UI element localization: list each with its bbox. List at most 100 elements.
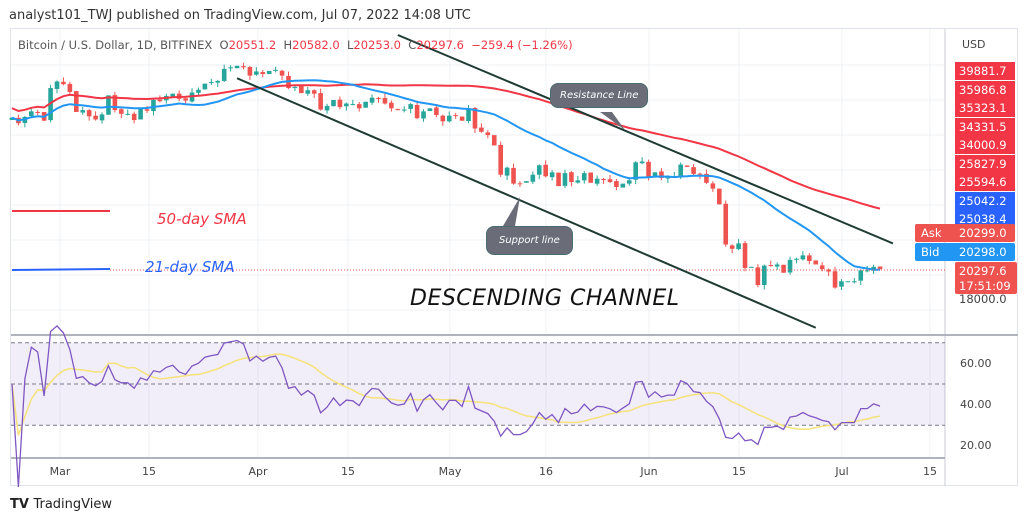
date-tick: 15: [142, 465, 156, 478]
candle-body: [562, 173, 568, 186]
bid-label: Bid: [921, 245, 940, 259]
candle-body: [382, 97, 388, 104]
rsi-tick-40: 40.00: [960, 398, 992, 411]
high-label: H: [283, 38, 293, 52]
candle-body: [491, 135, 497, 146]
candle-body: [794, 258, 799, 260]
support-callout[interactable]: Support line: [486, 226, 573, 255]
candle-body: [241, 66, 246, 68]
date-tick: 15: [341, 465, 355, 478]
candle-body: [646, 161, 651, 178]
candle-body: [112, 95, 118, 111]
tradingview-logo[interactable]: 𝗧𝗩 TradingView: [10, 497, 112, 512]
bid-tag: Bid 20298.0: [915, 243, 1015, 261]
candle-body: [215, 80, 221, 83]
candle-body: [35, 111, 41, 113]
candle-body: [337, 99, 343, 108]
candle-body: [414, 105, 420, 119]
candle-body: [697, 173, 703, 175]
candle-body: [151, 100, 156, 112]
candle-body: [607, 179, 613, 182]
candle-body: [170, 93, 176, 97]
candle-body: [74, 91, 79, 112]
price-axis-label: 34331.5: [955, 117, 1015, 136]
candle-body: [440, 115, 446, 122]
candle-body: [369, 97, 375, 103]
candle-body: [781, 264, 786, 273]
candle-body: [472, 108, 478, 129]
candle-body: [28, 111, 34, 117]
candle-body: [138, 108, 143, 120]
support-callout-pointer: [503, 197, 520, 226]
candle-body: [434, 107, 439, 116]
tv-logo-icon: 𝗧𝗩: [10, 497, 34, 512]
candle-body: [704, 173, 709, 183]
close-value: 20297.6: [416, 38, 464, 52]
candle-body: [614, 181, 619, 187]
candle-body: [221, 68, 227, 81]
candle-body: [209, 82, 214, 84]
candle-body: [839, 281, 844, 287]
date-tick: Jul: [835, 465, 849, 478]
candle-body: [819, 265, 825, 270]
candle-body: [517, 183, 523, 185]
sma50-annotation: 50-day SMA: [157, 210, 247, 228]
candle-body: [54, 81, 60, 89]
candle-body: [569, 172, 574, 182]
candle-body: [266, 70, 272, 75]
price-axis-label: 39881.7: [955, 62, 1015, 80]
candle-body: [80, 110, 86, 113]
candle-body: [479, 127, 484, 132]
candle-body: [376, 97, 381, 99]
candle-body: [530, 174, 536, 182]
price-axis-label: 25042.2: [955, 191, 1015, 210]
candle-body: [453, 115, 458, 117]
candle-body: [427, 108, 433, 112]
candle-body: [845, 281, 851, 283]
symbol-legend: Bitcoin / U.S. Dollar, 1D, BITFINEX O205…: [18, 38, 573, 52]
candle-body: [813, 260, 819, 265]
resistance-callout[interactable]: Resistance Line: [550, 83, 649, 108]
candle-body: [768, 265, 774, 267]
price-axis-label: 25594.6: [955, 173, 1015, 191]
candle-body: [639, 161, 645, 164]
last-price-tag: 20297.6 17:51:09: [955, 262, 1017, 294]
candle-body: [401, 109, 407, 111]
close-label: C: [408, 38, 417, 52]
candle-body: [626, 180, 632, 184]
candle-body: [234, 65, 240, 69]
candle-body: [800, 255, 806, 260]
chart-frame: [10, 28, 1018, 486]
candle-body: [498, 144, 503, 175]
candle-body: [633, 162, 639, 180]
candle-body: [196, 89, 201, 93]
candle-body: [299, 86, 304, 94]
candle-body: [678, 164, 684, 176]
candle-body: [202, 83, 208, 90]
candle-body: [408, 104, 413, 109]
candle-body: [119, 109, 124, 114]
candle-body: [807, 255, 812, 262]
candle-body: [504, 167, 510, 176]
bid-value: 20298.0: [959, 245, 1007, 259]
candle-body: [363, 101, 368, 108]
candle-body: [395, 108, 401, 111]
candle-body: [774, 264, 780, 267]
bar-countdown: 17:51:09: [959, 279, 1011, 293]
candle-body: [157, 99, 163, 102]
sma50-line: [11, 83, 881, 210]
candle-body: [356, 104, 362, 109]
price-tick: 18000.0: [959, 292, 1007, 306]
candle-body: [575, 180, 581, 183]
last-price: 20297.6: [959, 264, 1007, 278]
low-value: 20253.0: [353, 38, 401, 52]
publish-info: analyst101_TWJ published on TradingView.…: [9, 8, 471, 23]
candle-body: [99, 114, 105, 121]
rsi-tick-60: 60.00: [960, 357, 992, 370]
candle-body: [749, 266, 754, 268]
candle-body: [125, 113, 131, 115]
candle-body: [292, 86, 298, 88]
price-axis-label: 34000.9: [955, 136, 1015, 154]
candle-body: [787, 259, 793, 273]
candle-body: [832, 271, 838, 288]
